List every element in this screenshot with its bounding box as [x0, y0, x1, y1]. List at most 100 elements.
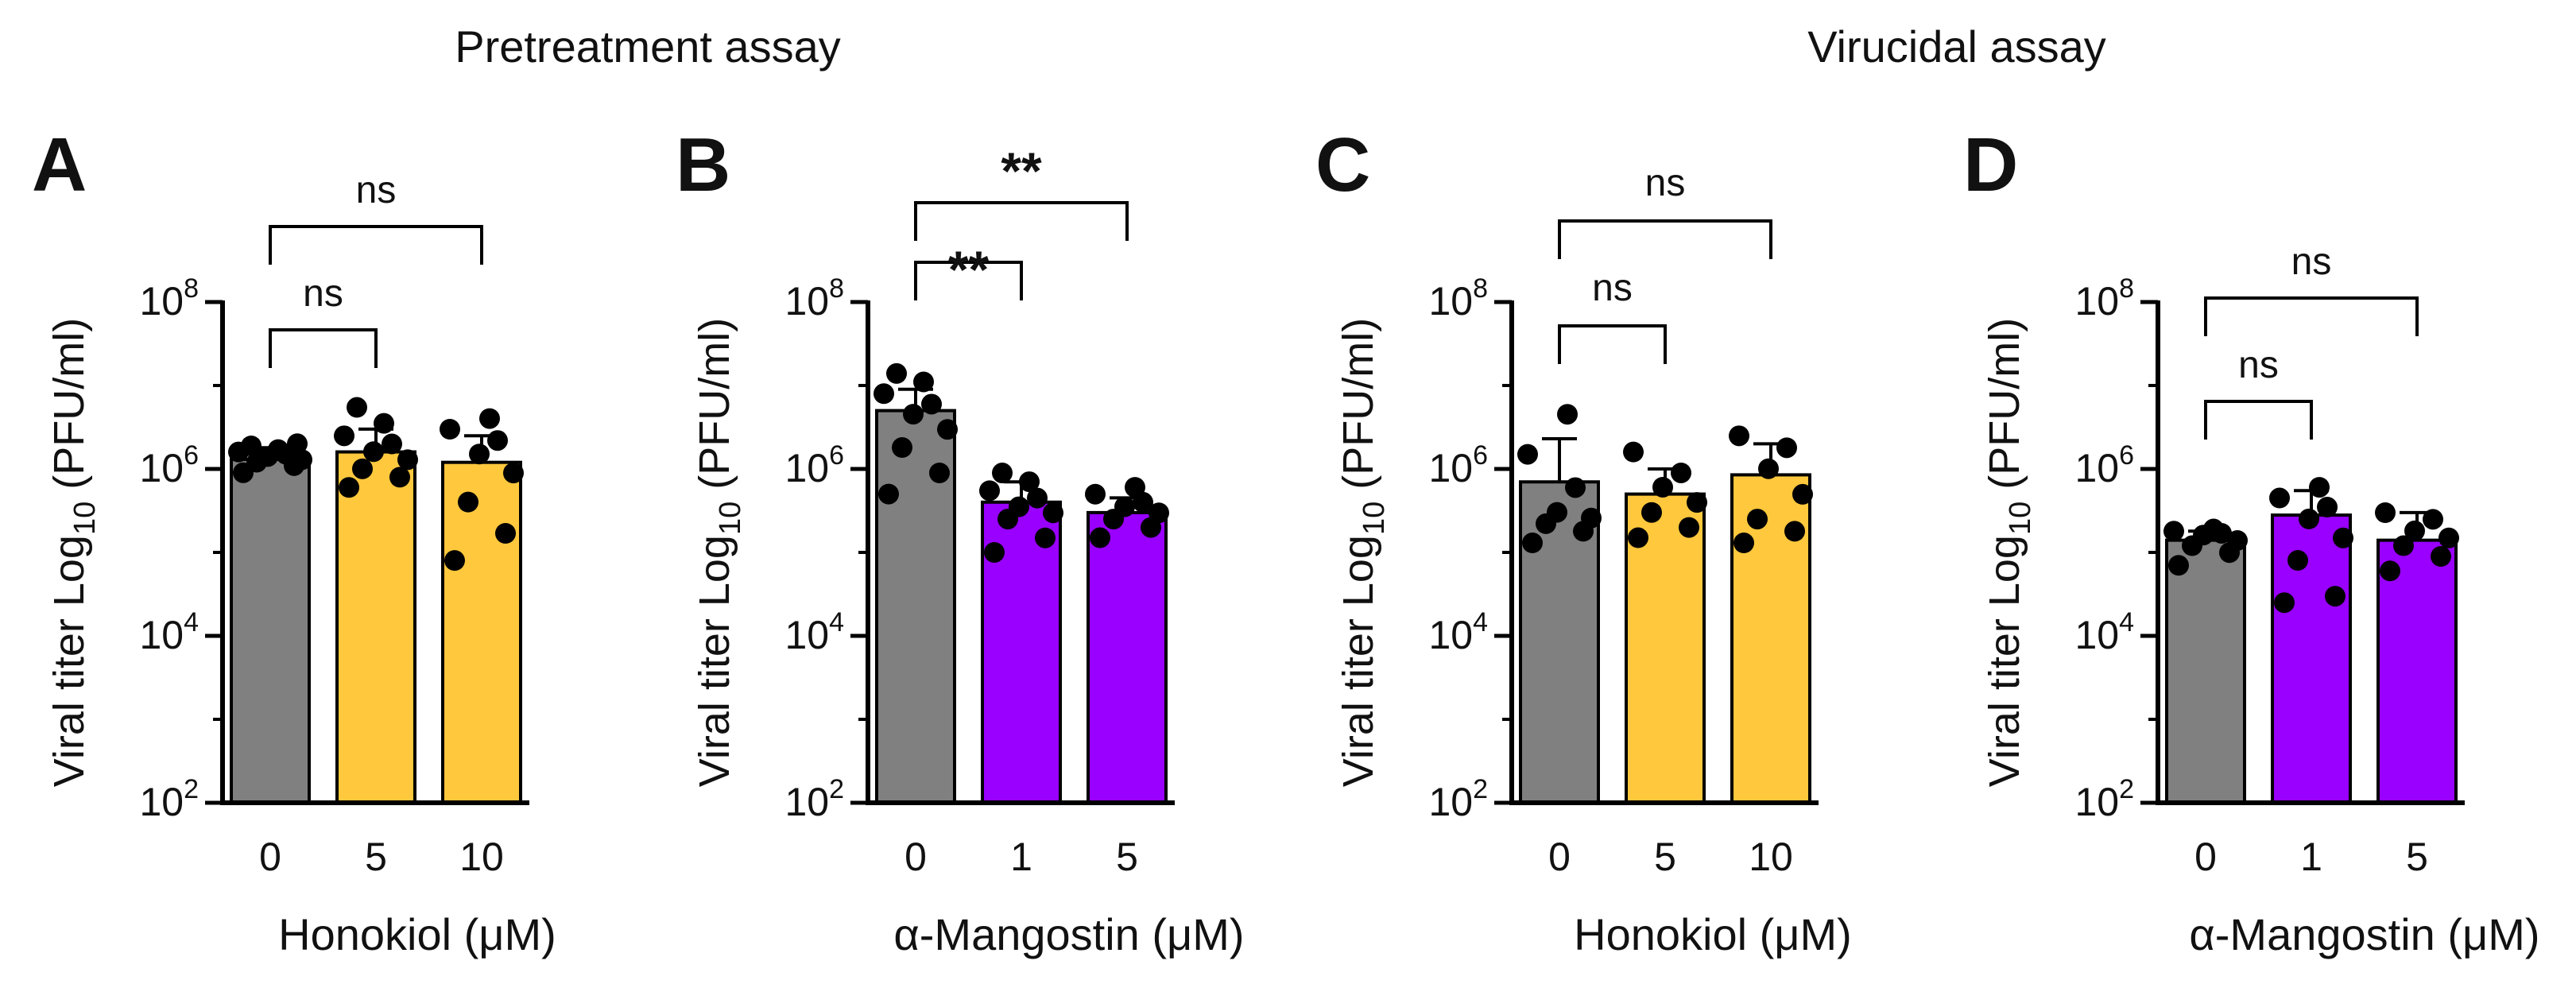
- x-tick-label-B-5: 5: [1116, 835, 1138, 879]
- y-tick-label-C-4: 104: [1428, 607, 1488, 657]
- data-point-C-5-3: [1687, 492, 1707, 513]
- data-point-B-1-5: [1027, 487, 1048, 509]
- x-axis-label-C: Honokiol (μM): [1574, 909, 1852, 959]
- data-point-D-1-4: [2299, 508, 2319, 529]
- data-point-A-5-2: [352, 458, 373, 479]
- significance-bracket-C-1: [1558, 219, 1772, 259]
- data-point-C-10-6: [1729, 425, 1749, 447]
- data-point-A-10-5: [487, 430, 508, 451]
- data-point-C-5-4: [1652, 476, 1673, 498]
- data-point-B-0-1: [929, 463, 950, 484]
- y-tick-label-A-4: 104: [139, 607, 199, 657]
- data-point-D-1-7: [2309, 477, 2330, 498]
- data-point-B-1-1: [1035, 527, 1056, 548]
- y-tick-label-D-6: 106: [2074, 440, 2134, 490]
- significance-label-D-0: ns: [2238, 344, 2279, 386]
- data-point-D-1-1: [2325, 586, 2346, 607]
- y-tick-label-A-6: 106: [139, 440, 199, 490]
- y-tick-label-B-8: 108: [784, 273, 844, 323]
- data-point-A-5-1: [389, 467, 410, 488]
- y-tick-label-C-2: 102: [1428, 774, 1488, 824]
- data-point-D-5-1: [2431, 546, 2451, 568]
- significance-label-A-0: ns: [303, 273, 343, 315]
- data-point-D-5-4: [2404, 520, 2425, 541]
- data-point-C-0-5: [1565, 477, 1586, 498]
- x-tick-label-C-0: 0: [1548, 835, 1571, 879]
- data-point-B-1-3: [1043, 502, 1063, 524]
- y-tick-label-A-8: 108: [139, 273, 199, 323]
- data-point-B-1-6: [979, 480, 1000, 502]
- x-tick-label-D-1: 1: [2300, 835, 2322, 879]
- x-tick-label-D-0: 0: [2194, 835, 2217, 879]
- bar-A-5: [335, 450, 416, 804]
- x-tick-label-C-10: 10: [1749, 835, 1793, 879]
- x-tick-label-B-0: 0: [905, 835, 927, 879]
- y-tick-label-B-4: 104: [784, 607, 844, 657]
- data-point-B-1-8: [992, 463, 1013, 484]
- data-point-D-0-6: [2163, 521, 2184, 542]
- group-title-pretreatment: Pretreatment assay: [455, 21, 841, 72]
- data-point-B-0-7: [913, 371, 934, 393]
- significance-bracket-D-1: [2204, 296, 2419, 336]
- data-point-C-5-0: [1628, 527, 1648, 548]
- data-point-D-1-3: [2333, 527, 2353, 548]
- significance-label-D-1: ns: [2291, 241, 2332, 283]
- y-tick-label-D-2: 102: [2074, 774, 2134, 824]
- data-point-A-10-7: [479, 408, 500, 429]
- y-axis-label-D: Viral titer Log10 (PFU/ml): [1981, 318, 2037, 787]
- y-tick-label-C-6: 106: [1428, 440, 1488, 490]
- data-point-D-5-0: [2380, 560, 2400, 582]
- data-point-B-0-0: [878, 483, 899, 505]
- bar-D-1: [2271, 513, 2352, 804]
- y-tick-label-D-8: 108: [2074, 273, 2134, 323]
- data-point-A-0-3: [292, 449, 312, 471]
- significance-bracket-A-1: [269, 225, 483, 265]
- x-tick-label-A-0: 0: [259, 835, 281, 879]
- data-point-D-0-0: [2168, 555, 2189, 576]
- significance-label-C-1: ns: [1645, 162, 1686, 204]
- bar-A-0: [230, 458, 311, 804]
- panel-letter-A: A: [32, 122, 87, 207]
- panel-letter-B: B: [676, 122, 730, 207]
- x-tick-label-A-5: 5: [365, 835, 387, 879]
- data-point-A-5-3: [397, 449, 418, 471]
- panel-letter-D: D: [1963, 122, 2018, 207]
- data-point-B-5-4: [1114, 496, 1135, 517]
- data-point-A-10-4: [469, 444, 490, 465]
- data-point-C-10-4: [1758, 458, 1779, 479]
- bar-D-0: [2165, 538, 2246, 804]
- significance-bracket-A-0: [269, 328, 378, 368]
- data-point-A-10-6: [440, 419, 460, 440]
- significance-bracket-B-1: [914, 201, 1129, 241]
- data-point-B-5-3: [1149, 502, 1169, 524]
- data-point-A-10-0: [444, 550, 465, 571]
- significance-label-B-0: **: [948, 240, 990, 299]
- x-tick-label-D-5: 5: [2406, 835, 2428, 879]
- bar-B-5: [1087, 510, 1168, 804]
- y-tick-label-B-6: 106: [784, 440, 844, 490]
- data-point-A-5-7: [374, 413, 394, 434]
- data-point-D-5-2: [2393, 535, 2414, 556]
- data-point-D-1-2: [2287, 550, 2308, 571]
- data-point-C-10-5: [1776, 437, 1797, 459]
- data-point-C-0-3: [1581, 507, 1602, 529]
- data-point-B-5-0: [1090, 527, 1110, 548]
- data-point-B-0-6: [874, 383, 894, 405]
- x-tick-label-B-1: 1: [1010, 835, 1032, 879]
- y-tick-label-B-2: 102: [784, 774, 844, 824]
- y-tick-label-D-4: 104: [2074, 607, 2134, 657]
- significance-bracket-C-0: [1558, 324, 1667, 364]
- data-point-B-0-8: [886, 362, 907, 384]
- data-point-C-10-2: [1747, 509, 1768, 530]
- data-point-C-10-0: [1733, 533, 1754, 554]
- data-point-A-10-2: [458, 491, 478, 513]
- data-point-A-10-1: [495, 523, 516, 544]
- x-axis-label-B: α-Mangostin (μM): [893, 909, 1244, 959]
- data-point-A-5-0: [339, 477, 359, 498]
- significance-label-C-0: ns: [1592, 267, 1633, 309]
- data-point-A-0-7: [268, 439, 289, 460]
- data-point-D-5-5: [2423, 509, 2443, 530]
- data-point-C-10-1: [1784, 521, 1805, 542]
- data-point-C-5-5: [1671, 462, 1691, 483]
